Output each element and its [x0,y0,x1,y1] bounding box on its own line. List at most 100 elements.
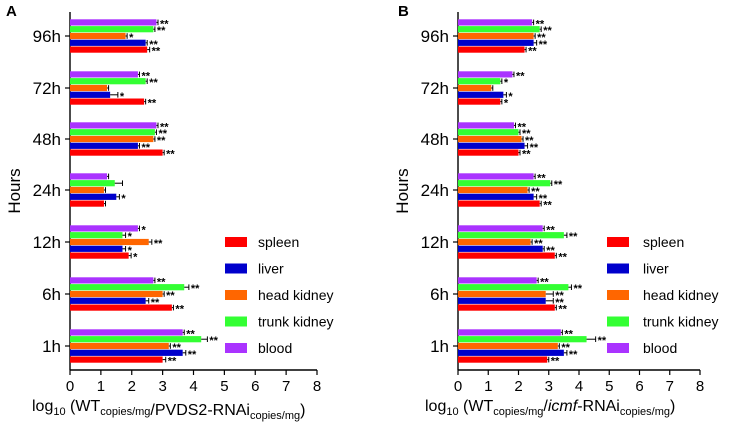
significance-label: * [133,252,138,264]
bar [70,32,126,40]
x-tick-label: 1 [97,378,105,395]
bar [458,297,546,304]
x-tick-label: 3 [158,378,166,395]
significance-label: ** [152,46,161,58]
x-axis-title-part: copies/mg [620,406,670,418]
bar [70,232,123,239]
bar [70,173,108,180]
bar [70,277,154,284]
significance-label: * [120,91,125,103]
x-axis-title-part: copies/mg [250,410,300,422]
bar [458,284,569,291]
legend-swatch [225,237,247,247]
bar [70,26,154,33]
significance-label: * [129,32,134,44]
x-tick-label: 4 [189,378,197,395]
significance-label: ** [546,224,555,236]
bar [458,129,519,136]
bar [70,135,154,143]
bar [458,46,525,53]
significance-label: ** [555,290,564,302]
significance-label: ** [539,39,548,51]
y-tick-label: 96h [33,27,61,46]
significance-label: ** [543,200,552,212]
bar [458,225,543,232]
x-tick-label: 2 [128,378,136,395]
bar [458,78,501,85]
significance-label: ** [554,179,563,191]
bar [458,135,522,143]
x-tick-label: 3 [545,378,553,395]
significance-label: ** [157,25,166,37]
x-tick-label: 6 [635,378,643,395]
x-axis-title-part: log [32,398,53,415]
significance-label: ** [558,304,567,316]
legend-swatch [607,343,629,353]
significance-label: ** [522,149,531,161]
legend-swatch [225,290,247,300]
y-tick-label: 24h [421,181,449,200]
bar [70,78,146,85]
significance-label: ** [522,128,531,140]
bar [70,356,163,363]
y-tick-label: 6h [430,285,449,304]
significance-label: ** [516,70,525,82]
significance-label: ** [551,356,560,368]
x-axis-title-part: ) [670,398,675,415]
bar [458,19,533,26]
bar [70,245,123,252]
x-tick-label: 5 [605,378,613,395]
legend-swatch [607,316,629,327]
bar [458,173,534,180]
bar [458,329,561,336]
significance-label: ** [573,283,582,295]
y-tick-label: 48h [421,130,449,149]
x-axis-title-part: ) [300,402,305,419]
significance-label: ** [569,231,578,243]
significance-label: ** [166,149,175,161]
significance-label: ** [191,283,200,295]
bar [458,180,551,187]
bar [70,122,157,129]
significance-label: ** [539,193,548,205]
legend-swatch [607,290,629,300]
bar [458,245,543,252]
significance-label: * [508,91,513,103]
legend-label: head kidney [258,287,334,303]
significance-label: ** [157,135,166,147]
y-tick-label: 24h [33,181,61,200]
y-tick-label: 72h [33,79,61,98]
bar [458,277,537,284]
bar [458,356,548,363]
bar [70,200,104,207]
bar [70,342,169,350]
significance-label: * [121,193,126,205]
bar [70,129,155,136]
bar [458,26,540,33]
x-axis-title-part: copies/mg [493,406,543,418]
significance-label: ** [186,328,195,340]
significance-label: ** [172,342,181,354]
significance-label: * [128,231,133,243]
bar [458,122,514,129]
x-tick-label: 4 [575,378,583,395]
x-axis-title-part: copies/mg [100,406,150,418]
legend-swatch [225,343,247,353]
bar [70,252,129,259]
x-tick-label: 2 [514,378,522,395]
significance-label: ** [168,356,177,368]
x-axis-title-part: (WT [66,398,101,415]
x-axis-title-part: log [425,398,446,415]
bar [70,39,146,46]
legend-swatch [607,237,629,247]
x-tick-label: 7 [666,378,674,395]
x-tick-label: 8 [696,378,704,395]
legend-label: trunk kidney [258,314,333,330]
bar [70,349,183,356]
x-axis-title-part: icmf [548,398,579,415]
bar [458,304,555,311]
significance-label: ** [546,245,555,257]
bar [458,200,540,207]
significance-label: ** [564,328,573,340]
